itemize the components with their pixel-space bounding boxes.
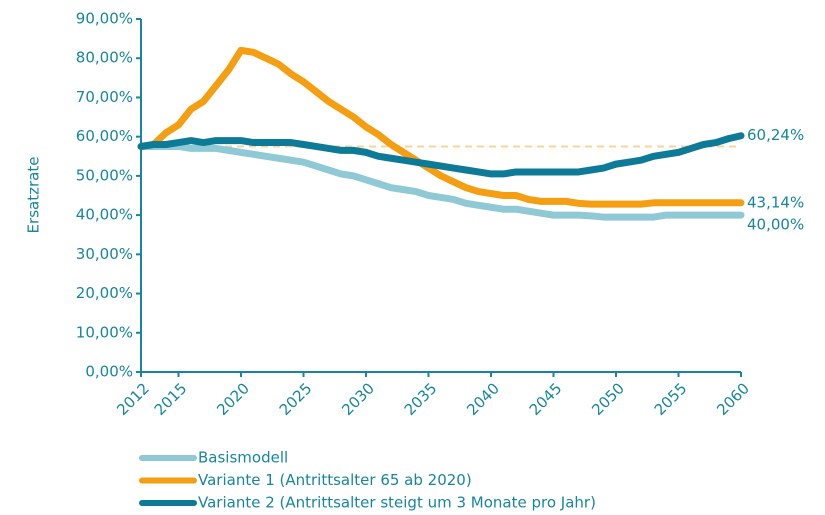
y-tick-label: 70,00% — [76, 88, 133, 106]
x-tick-label: 2050 — [588, 379, 628, 419]
legend-label: Variante 1 (Antrittsalter 65 ab 2020) — [198, 471, 472, 489]
y-tick-label: 10,00% — [76, 323, 133, 341]
y-tick-label: 20,00% — [76, 284, 133, 302]
y-tick-label: 40,00% — [76, 206, 133, 224]
x-tick-label: 2025 — [276, 379, 316, 419]
x-tick-label: 2055 — [651, 379, 691, 419]
x-tick-label: 2060 — [713, 379, 753, 419]
legend-label: Variante 2 (Antrittsalter steigt um 3 Mo… — [198, 494, 596, 512]
value-label: 40,00% — [747, 215, 804, 233]
series-line — [137, 46, 745, 208]
y-tick-label: 50,00% — [76, 166, 133, 184]
y-tick-label: 30,00% — [76, 245, 133, 263]
value-label: 43,14% — [747, 193, 804, 211]
y-tick-label: 80,00% — [76, 49, 133, 67]
y-tick-label: 60,00% — [76, 127, 133, 145]
series-line — [137, 142, 745, 221]
x-tick-label: 2030 — [338, 379, 378, 419]
x-tick-label: 2035 — [401, 379, 441, 419]
legend-label: Basismodell — [198, 449, 288, 467]
x-tick-label: 2045 — [526, 379, 566, 419]
y-axis-label: Ersatzrate — [25, 157, 43, 234]
y-tick-label: 0,00% — [85, 363, 133, 381]
x-tick-label: 2015 — [151, 379, 191, 419]
y-tick-label: 90,00% — [76, 10, 133, 28]
x-tick-label: 2012 — [113, 379, 153, 419]
value-label: 60,24% — [747, 126, 804, 144]
x-tick-label: 2020 — [213, 379, 253, 419]
x-tick-label: 2040 — [463, 379, 503, 419]
series-line — [137, 132, 745, 178]
